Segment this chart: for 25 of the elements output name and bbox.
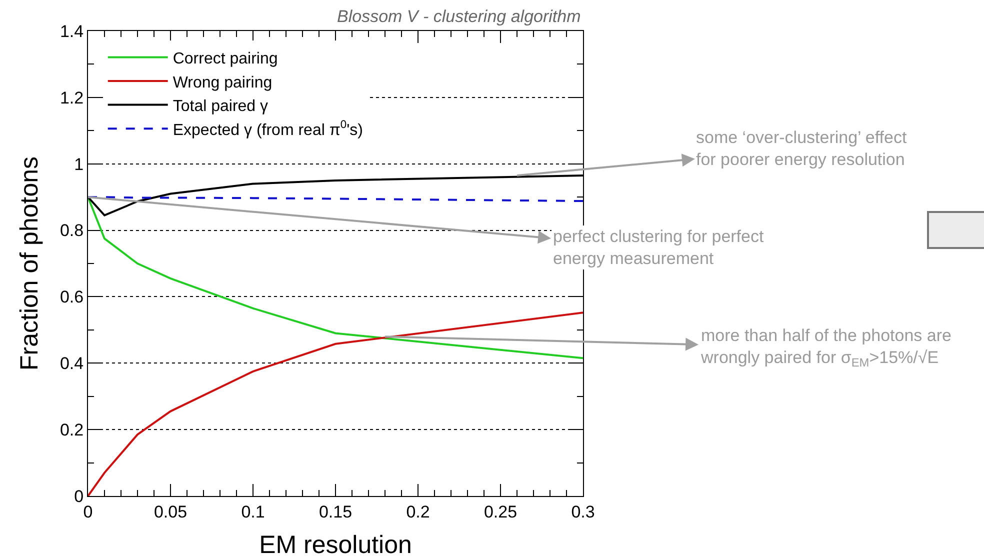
annotation: more than half of the photons are wrongly paired for σ$_{EM}$>15%/√E: [700, 326, 952, 370]
legend-label: Expected γ (from real π$^{0}$'s): [172, 119, 364, 139]
y-tick-label: 0.4: [60, 354, 84, 374]
y-tick-label: 0.2: [60, 420, 84, 440]
x-tick-label: 0.25: [484, 502, 518, 522]
y-tick-label: 0.6: [60, 288, 84, 307]
y-tick-label: 1.2: [60, 88, 84, 108]
annotation: perfect clustering for perfect energy measurement: [553, 227, 764, 268]
legend-label: Total paired γ: [172, 98, 268, 116]
y-tick-label: 1: [74, 154, 84, 174]
y-tick-label: 0: [74, 486, 84, 506]
y-tick-label: 1.4: [60, 22, 84, 41]
annotation: some ‘over-clustering’ effect for poorer energy resolution: [696, 128, 907, 170]
x-tick-label: 0.1: [241, 502, 265, 522]
line-series: [88, 312, 583, 496]
y-tick-label: 0.8: [60, 221, 84, 240]
x-tick-label: 0.05: [154, 502, 188, 522]
chart-title: Blossom V - clustering algorithm: [337, 7, 581, 26]
x-tick-label: 0.2: [406, 502, 430, 522]
y-axis-title: Fraction of photons: [16, 156, 44, 371]
legend-label: Wrong pairing: [172, 74, 272, 92]
x-axis-title: EM resolution: [259, 531, 412, 559]
x-tick-label: 0.15: [318, 502, 352, 522]
x-tick-label: 0.3: [571, 502, 595, 522]
legend-label: Correct pairing: [172, 50, 278, 68]
